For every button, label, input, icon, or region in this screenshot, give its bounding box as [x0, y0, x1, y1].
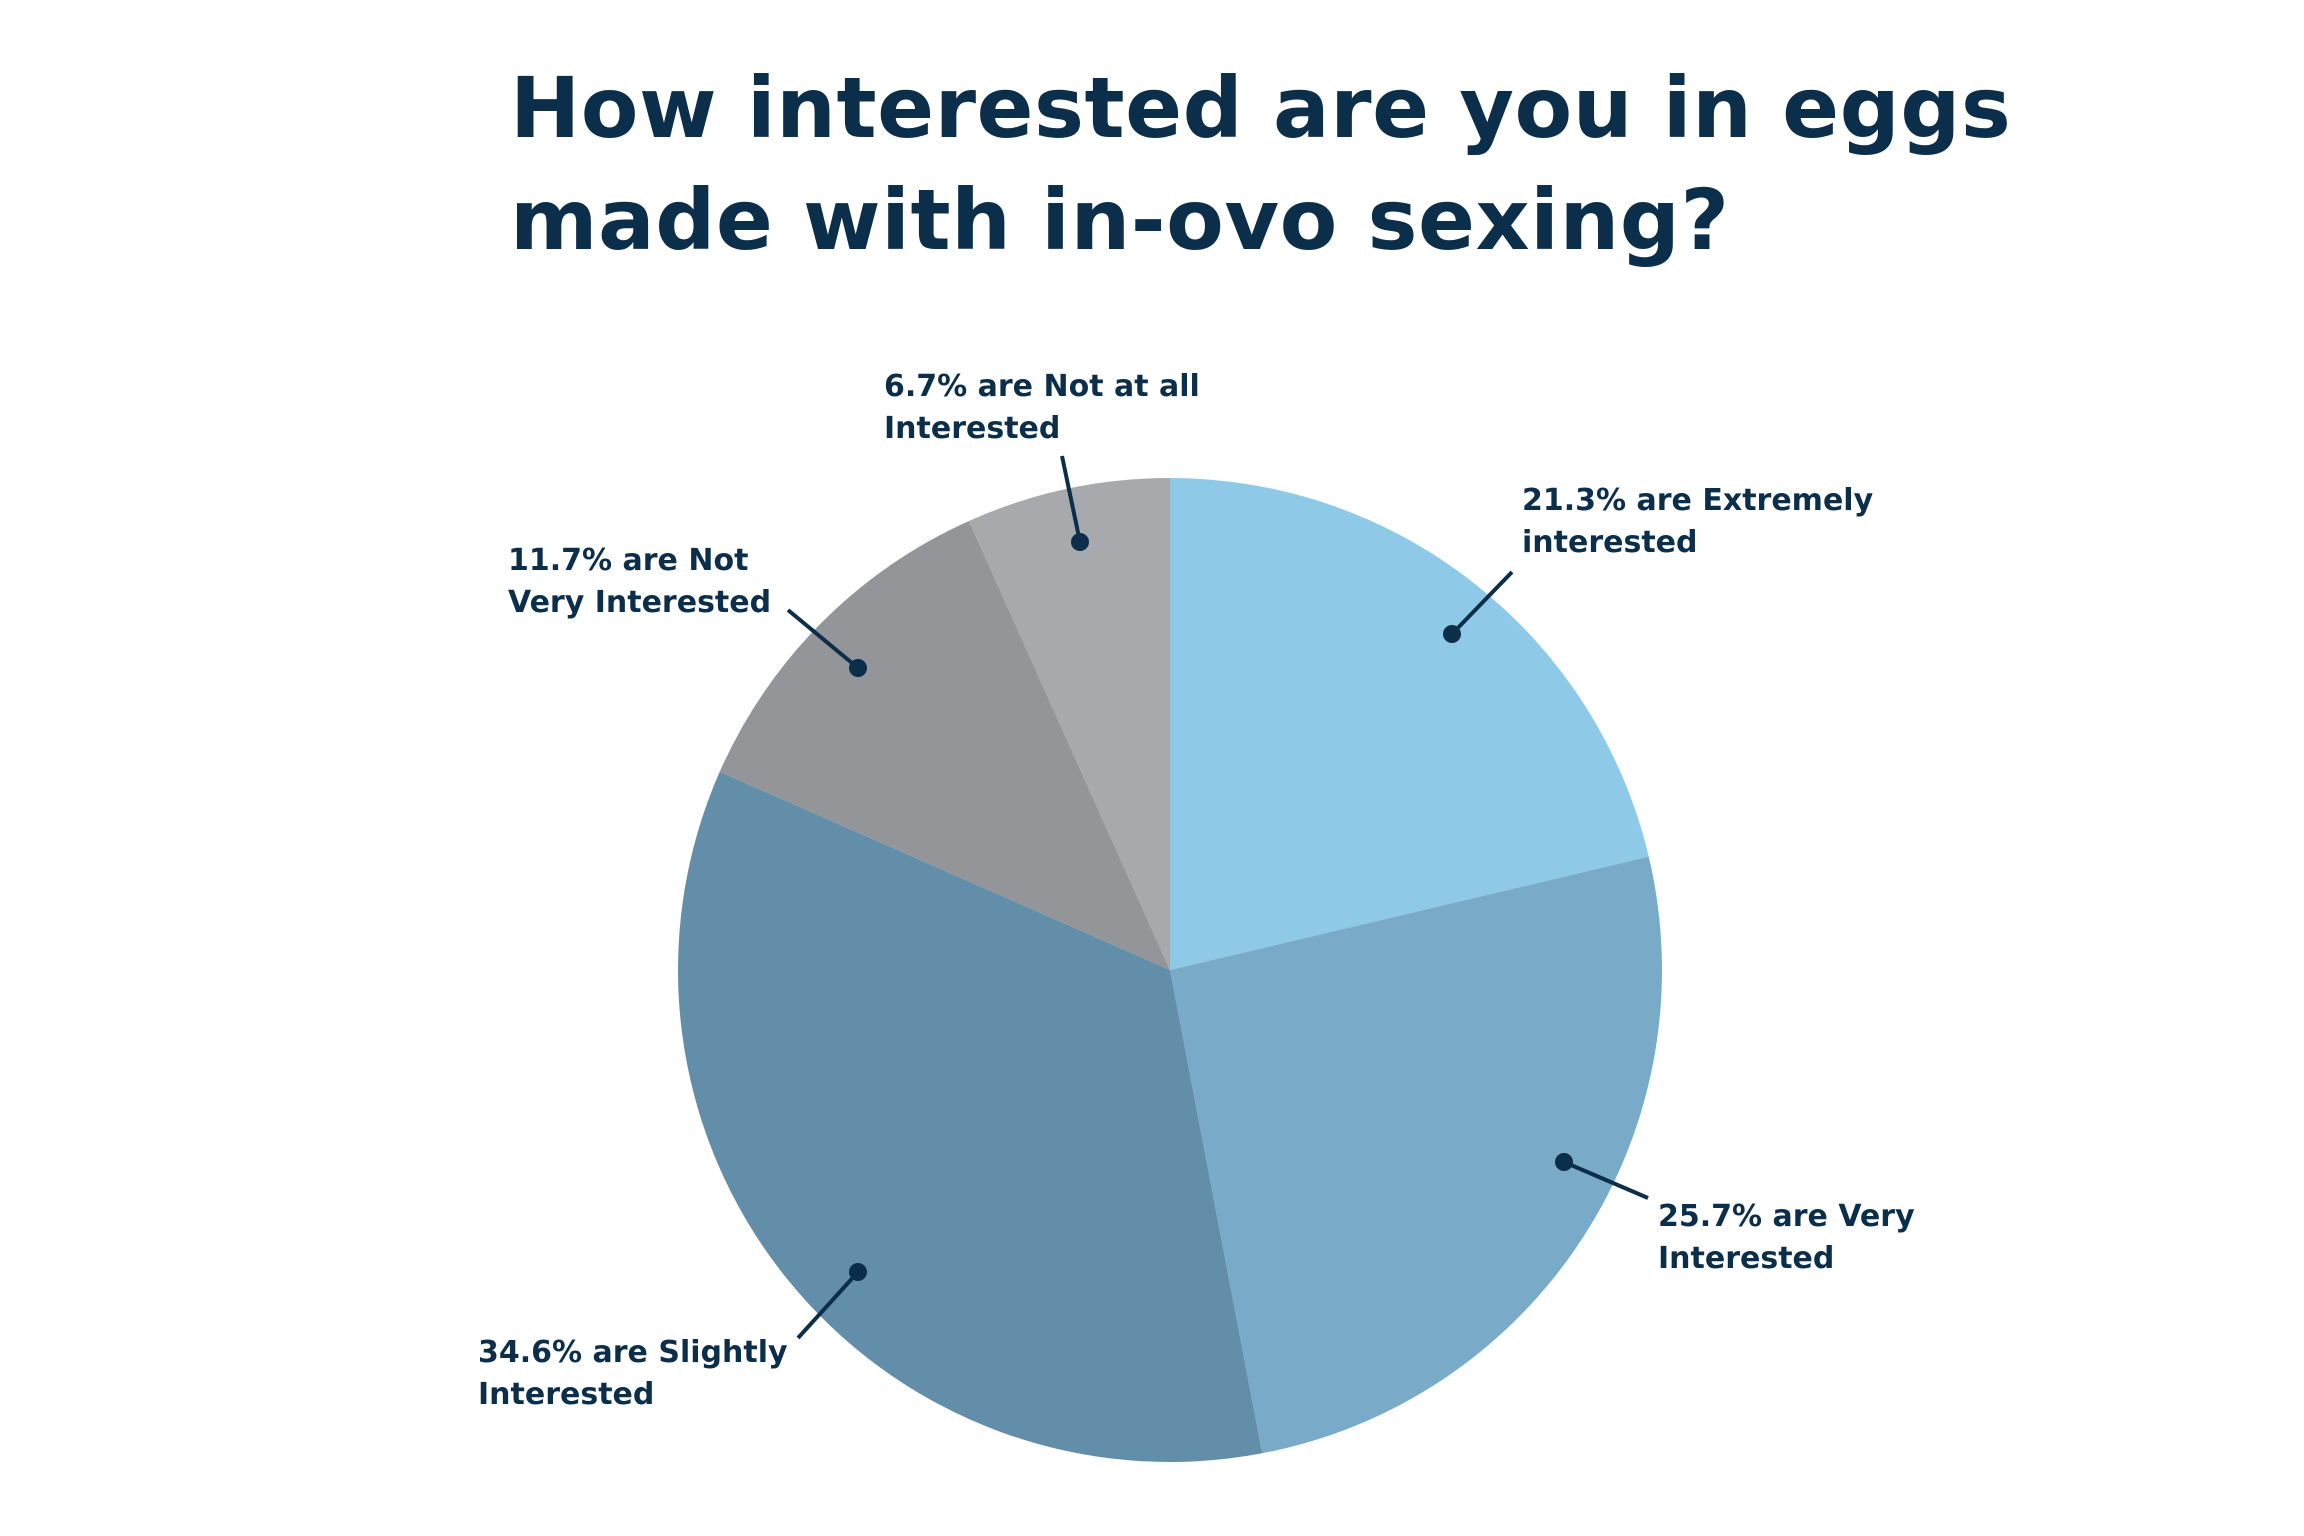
slice-label-3-line-0: 11.7% are Not: [508, 543, 748, 578]
pie-slice-1: [1170, 856, 1662, 1454]
pie-labels: 21.3% are Extremely interested 25.7% are V…: [478, 369, 1915, 1412]
slice-label-2-line-0: 34.6% are Slightly: [478, 1335, 788, 1370]
leader-dot-4: [1071, 533, 1089, 551]
leader-line-1: [1563, 1160, 1649, 1200]
pie-slice-4: [968, 478, 1170, 970]
slice-label-4-line-0: 6.7% are Not at all: [884, 369, 1200, 404]
slice-label-2: 34.6% are Slightly Interested: [478, 1335, 788, 1412]
slice-label-3-line-1: Very Interested: [508, 585, 771, 620]
slice-label-4: 6.7% are Not at all Interested: [884, 369, 1200, 446]
pie-slice-3: [719, 520, 1170, 970]
pie-slice-2: [677, 771, 1263, 1463]
slice-label-0-line-0: 21.3% are Extremely: [1522, 483, 1874, 518]
leader-dot-3: [849, 659, 867, 677]
pie-slices: [677, 478, 1662, 1463]
slice-label-1-line-0: 25.7% are Very: [1658, 1199, 1915, 1234]
slice-label-3: 11.7% are Not Very Interested: [508, 543, 771, 620]
leader-line-2: [796, 1270, 860, 1340]
leader-line-3: [786, 608, 860, 670]
slice-label-0-line-1: interested: [1522, 525, 1698, 560]
slice-label-1-line-1: Interested: [1658, 1241, 1834, 1276]
pie-slice-0: [1170, 478, 1649, 970]
leader-dot-2: [849, 1263, 867, 1281]
leader-line-0: [1450, 570, 1514, 636]
slice-label-4-line-1: Interested: [884, 411, 1060, 446]
leader-dot-1: [1555, 1153, 1573, 1171]
leader-line-4: [1060, 455, 1082, 543]
leader-dot-0: [1443, 625, 1461, 643]
slice-label-0: 21.3% are Extremely interested: [1522, 483, 1874, 560]
slice-label-2-line-1: Interested: [478, 1377, 654, 1412]
pie-leader-lines: [786, 455, 1649, 1340]
chart-title-line-2: made with in-ovo sexing?: [510, 171, 1730, 269]
chart-title-line-1: How interested are you in eggs: [510, 59, 2012, 157]
chart-title: How interested are you in eggs made with…: [510, 52, 2012, 276]
slice-label-1: 25.7% are Very Interested: [1658, 1199, 1915, 1276]
